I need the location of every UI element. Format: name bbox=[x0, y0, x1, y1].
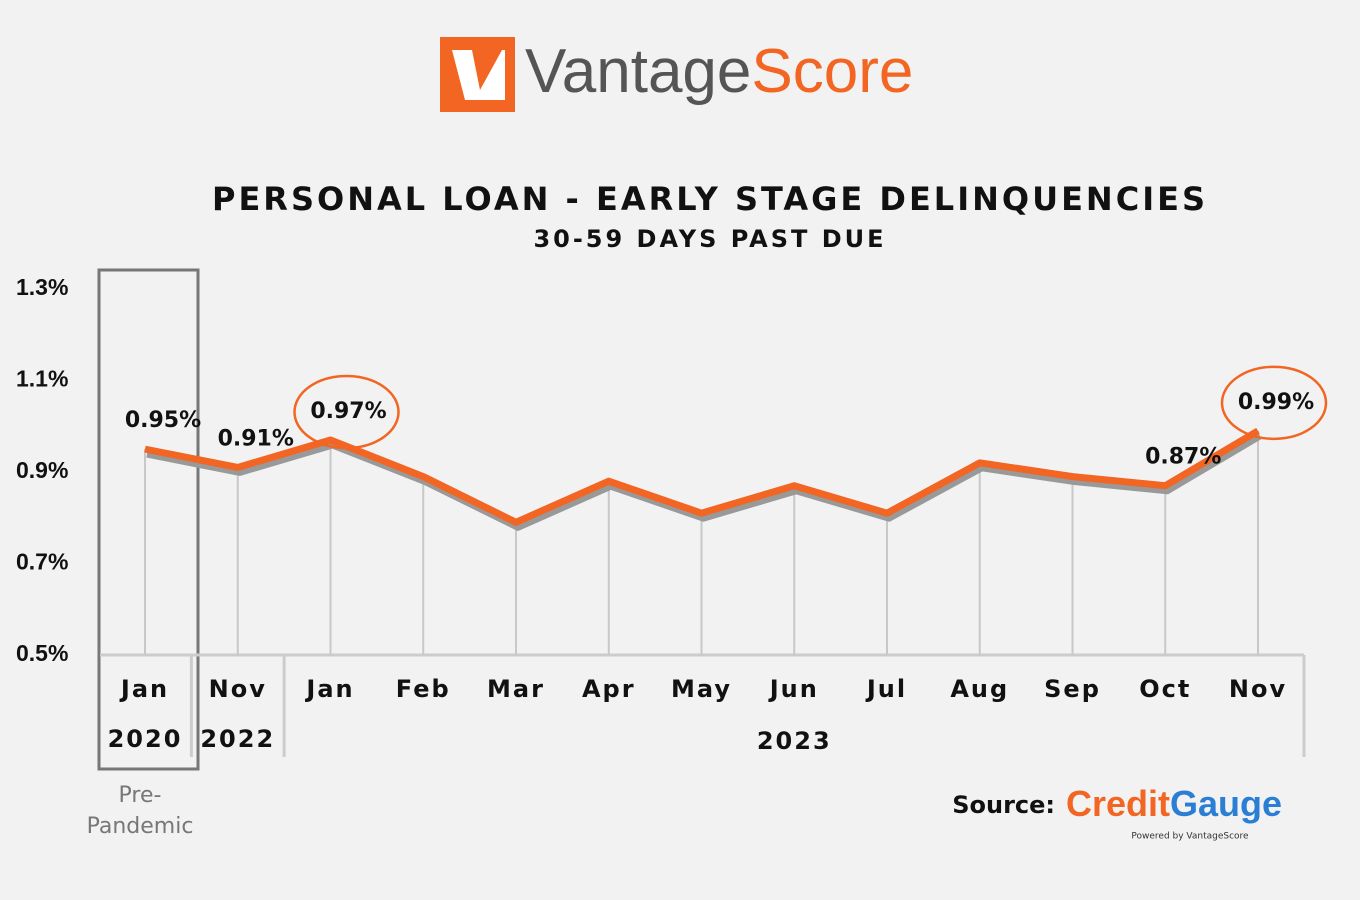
logo-check bbox=[452, 50, 505, 100]
y-tick-label: 1.3% bbox=[16, 274, 68, 300]
source-logo: CreditGauge bbox=[1066, 783, 1282, 824]
group-label: 2023 bbox=[757, 727, 832, 755]
chart-subtitle: 30-59 DAYS PAST DUE bbox=[533, 225, 886, 253]
value-label: 0.87% bbox=[1145, 445, 1221, 470]
source-part: Credit bbox=[1066, 783, 1170, 824]
y-tick-label: 1.1% bbox=[16, 366, 68, 392]
source-part: Gauge bbox=[1170, 783, 1282, 824]
logo-text: VantageScore bbox=[525, 37, 913, 106]
y-tick-label: 0.7% bbox=[16, 549, 68, 575]
highlight-circle bbox=[1220, 365, 1328, 441]
group-label: 2022 bbox=[200, 725, 275, 753]
x-tick-label: Jan bbox=[304, 675, 354, 703]
chart-title: PERSONAL LOAN - EARLY STAGE DELINQUENCIE… bbox=[212, 180, 1208, 218]
x-tick-label: Apr bbox=[582, 675, 636, 703]
source-label: Source: bbox=[952, 791, 1055, 819]
pre-pandemic-box bbox=[97, 268, 200, 771]
x-tick-label: Jul bbox=[865, 675, 907, 703]
y-tick-label: 0.9% bbox=[16, 457, 68, 483]
logo-part: Vantage bbox=[525, 37, 751, 106]
value-label: 0.91% bbox=[218, 426, 294, 451]
value-label: 0.99% bbox=[1238, 390, 1314, 415]
annotation: Pre- bbox=[119, 783, 162, 808]
x-tick-label: Mar bbox=[487, 675, 545, 703]
line-shadow bbox=[146, 432, 1262, 531]
annotation: Pandemic bbox=[87, 814, 194, 839]
highlight-circle bbox=[293, 374, 400, 450]
group-label: 2020 bbox=[108, 725, 183, 753]
x-tick-label: Oct bbox=[1139, 675, 1191, 703]
x-tick-label: Nov bbox=[1229, 675, 1287, 703]
source-note: Powered by VantageScore bbox=[1131, 832, 1249, 842]
value-label: 0.95% bbox=[125, 408, 201, 433]
logo-part: Score bbox=[751, 37, 913, 106]
value-label: 0.97% bbox=[310, 399, 386, 424]
x-tick-label: Nov bbox=[209, 675, 267, 703]
x-tick-label: Feb bbox=[396, 675, 451, 703]
x-tick-label: Jun bbox=[768, 675, 819, 703]
x-tick-label: Sep bbox=[1044, 675, 1101, 703]
x-tick-label: Jan bbox=[119, 675, 169, 703]
line bbox=[144, 427, 1260, 526]
x-tick-label: Aug bbox=[950, 675, 1009, 703]
y-tick-label: 0.5% bbox=[16, 640, 68, 666]
x-tick-label: May bbox=[671, 675, 732, 703]
